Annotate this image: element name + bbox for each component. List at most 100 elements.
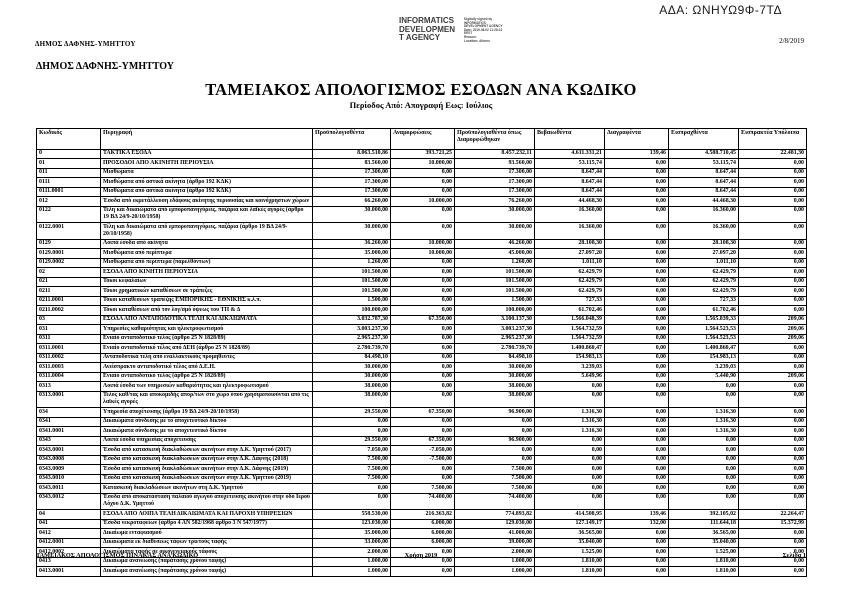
cell-code: 0343.0011: [36, 483, 101, 494]
cell-amount: 0,00: [390, 257, 455, 268]
cell-amount: 17.300,00: [312, 186, 391, 197]
cell-amount: 0,00: [534, 381, 605, 392]
cell-amount: 0,00: [604, 248, 669, 259]
table-header-row: Κωδικός Περιγραφή Προϋπολογισθέντα Αναμορφώ…: [36, 128, 807, 150]
cell-amount: 139,46: [604, 148, 669, 159]
cell-code: 0343.0010: [36, 473, 101, 484]
cell-amount: 1.316,30: [668, 416, 739, 427]
column-header: Περιγραφή: [100, 128, 313, 150]
cell-amount: 0,00: [534, 435, 605, 446]
table-row: 0412 Δικαίωμα ενταφιασμού 35.000,00 6.00…: [36, 528, 807, 539]
cell-amount: 10.000,00: [390, 196, 455, 207]
cell-amount: 0,00: [390, 426, 455, 437]
cell-desc: Δικαίωμα ανανέωσης (παράτασης χρόνου ταφ…: [100, 566, 313, 577]
cell-amount: 1.000,00: [454, 566, 535, 577]
cell-amount: 0,00: [390, 222, 455, 240]
cell-amount: 30.000,00: [312, 362, 391, 373]
cell-code: 0122: [36, 205, 101, 223]
cell-amount: 558.530,00: [312, 509, 391, 520]
cell-amount: 62.429,79: [668, 286, 739, 297]
cell-amount: 0,00: [604, 371, 669, 382]
cell-amount: 1.260,00: [454, 257, 535, 268]
cell-code: 0122.0001: [36, 222, 101, 240]
cell-code: 0311.0004: [36, 371, 101, 382]
cell-amount: 1.500,00: [454, 295, 535, 306]
column-header: Εισπραχθέντα: [668, 128, 739, 150]
cell-amount: 0,00: [390, 416, 455, 427]
cell-amount: 774.893,82: [454, 509, 535, 520]
cell-amount: 3.032.787,30: [312, 314, 391, 325]
cell-amount: 0,00: [390, 343, 455, 354]
cell-amount: 53.115,74: [534, 158, 605, 169]
cell-code: 0211.0001: [36, 295, 101, 306]
cell-amount: 392.105,02: [668, 509, 739, 520]
signature-agency-name: INFORMATICS DEVELOPMEN T AGENCY: [399, 16, 456, 42]
cell-amount: 0,00: [604, 295, 669, 306]
cell-amount: 2.780.739,70: [454, 343, 535, 354]
cell-amount: 53.115,74: [668, 158, 739, 169]
cell-desc: Υπηρεσία αποχέτευσης (άρθρο 19 ΒΔ 24/9-2…: [100, 407, 313, 418]
cell-amount: 0,00: [534, 473, 605, 484]
cell-amount: 100.000,00: [454, 305, 535, 316]
table-row: 0129.0001 Μισθώματα από περίπτερα 35.000…: [36, 248, 807, 259]
cell-amount: 0,00: [738, 205, 807, 223]
cell-amount: 0,00: [312, 426, 391, 437]
cell-amount: 66.260,00: [312, 196, 391, 207]
cell-amount: 0,00: [604, 537, 669, 548]
cell-amount: 5.440,90: [668, 371, 739, 382]
cell-amount: 46.260,00: [454, 238, 535, 249]
cell-amount: 0,00: [668, 381, 739, 392]
cell-amount: 1.564.732,59: [534, 333, 605, 344]
cell-amount: 1.011,10: [668, 257, 739, 268]
cell-amount: 0,00: [604, 352, 669, 363]
cell-amount: 0,00: [738, 267, 807, 278]
cell-amount: 5.649,96: [534, 371, 605, 382]
cell-amount: 0,00: [312, 483, 391, 494]
cell-amount: 7.500,00: [312, 464, 391, 475]
cell-amount: 0,00: [390, 566, 455, 577]
footer-page-number: Σελίδα 1: [782, 552, 806, 559]
signature-details: Digitally signed by INFORMATICS DEVELOPM…: [464, 17, 503, 43]
cell-desc: Έσοδα από κατασκευή διακλαδώσεων ακινήτω…: [100, 445, 313, 456]
cell-amount: 132,00: [604, 518, 669, 529]
cell-amount: 209,06: [738, 371, 807, 382]
cell-amount: 10.000,00: [390, 248, 455, 259]
cell-amount: 111.644,18: [668, 518, 739, 529]
cell-code: 031: [36, 324, 101, 335]
cell-amount: 0,00: [604, 483, 669, 494]
cell-amount: 22.481,30: [738, 148, 807, 159]
cell-amount: 8.063.510,86: [312, 148, 391, 159]
cell-amount: 67.350,00: [390, 407, 455, 418]
cell-amount: 36.565,00: [668, 528, 739, 539]
report-title: ΤΑΜΕΙΑΚΟΣ ΑΠΟΛΟΓΙΣΜΟΣ ΕΣΟΔΩΝ ΑΝΑ ΚΩΔΙΚΟ: [205, 80, 637, 99]
cell-amount: 0,00: [390, 305, 455, 316]
cell-code: 01: [36, 158, 101, 169]
cell-amount: 1.810,00: [668, 566, 739, 577]
cell-amount: 0,00: [390, 177, 455, 188]
cell-amount: 0,00: [604, 186, 669, 197]
cell-amount: 0,00: [604, 333, 669, 344]
cell-amount: 0,00: [738, 416, 807, 427]
cell-desc: Κατασκευή διακλαδώσεων ακινήτων στη Δ.Κ.…: [100, 483, 313, 494]
cell-amount: 0,00: [738, 528, 807, 539]
cell-amount: 0,00: [534, 464, 605, 475]
cell-code: 0111: [36, 177, 101, 188]
cell-code: 0343.0009: [36, 464, 101, 475]
cell-amount: 1.316,30: [534, 426, 605, 437]
cell-amount: 6.000,00: [390, 518, 455, 529]
cell-amount: 0,00: [738, 276, 807, 287]
cell-code: 0313.0001: [36, 390, 101, 408]
cell-amount: 127.149,17: [534, 518, 605, 529]
cell-amount: 8.647,44: [534, 167, 605, 178]
cell-code: 0211.0002: [36, 305, 101, 316]
cell-amount: -7.500,00: [390, 454, 455, 465]
cell-amount: 33.000,00: [312, 537, 391, 548]
table-row: 0343.0011 Κατασκευή διακλαδώσεων ακινήτω…: [36, 483, 807, 494]
cell-code: 03: [36, 314, 101, 325]
cell-amount: 22.264,47: [738, 509, 807, 520]
cell-amount: 1.316,30: [534, 416, 605, 427]
cell-desc: Ενιαίο ανταποδοτικό τέλος (άρθρο 25 Ν 18…: [100, 333, 313, 344]
cell-desc: Έσοδα από κατασκευή διακλαδώσεων ακινήτω…: [100, 464, 313, 475]
table-row: 0343.0008 Έσοδα από κατασκευή διακλαδώσε…: [36, 454, 807, 465]
cell-amount: 0,00: [738, 473, 807, 484]
